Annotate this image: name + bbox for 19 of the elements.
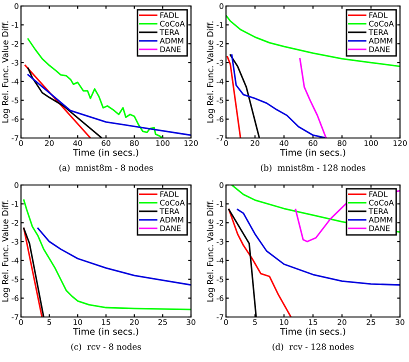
text: (c) rcv - 8 nodes <box>71 343 141 352</box>
y-axis-title: Log Rel. Func. Value Diff. <box>206 22 215 123</box>
text: (a) mnist8m - 8 nodes <box>59 164 153 172</box>
y-axis-title: Log Rel. Func. Value Diff. <box>206 200 215 302</box>
line-series <box>37 228 191 286</box>
x-axis-title: Time (in secs.) <box>280 328 346 336</box>
y-axis-title: Log Rel. Func. Value Diff. <box>2 200 10 302</box>
x-axis-title: Time (in secs.) <box>73 328 138 336</box>
text: (b) mnist8m - 128 nodes <box>260 164 366 172</box>
y-axis-title: Log Rel. Func. Value Diff. <box>2 22 10 123</box>
line-series <box>236 208 400 286</box>
line-series <box>23 199 191 310</box>
x-axis-title: Time (in secs.) <box>280 148 346 157</box>
text: (d) rcv - 128 nodes <box>272 343 354 352</box>
line-series <box>299 58 327 138</box>
line-series <box>228 208 292 317</box>
line-series <box>27 74 191 136</box>
line-series <box>231 54 327 138</box>
x-axis-title: Time (in secs.) <box>73 148 138 157</box>
